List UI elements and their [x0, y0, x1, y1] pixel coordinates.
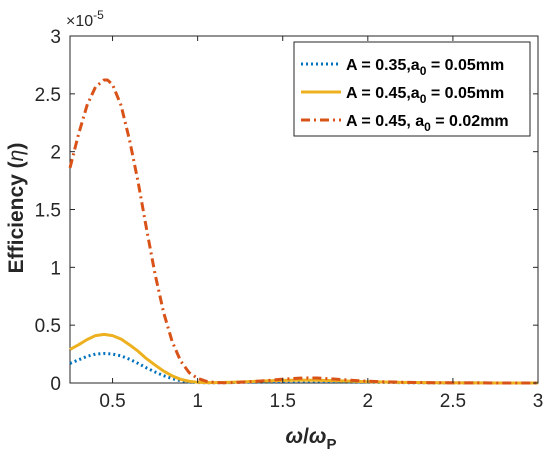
- legend-label-3: A = 0.45, a0 = 0.02mm: [346, 113, 509, 134]
- y-tick-label: 1.5: [35, 201, 61, 222]
- x-tick-label: 0.5: [99, 391, 125, 412]
- x-tick-label: 3: [533, 391, 544, 412]
- x-tick-label: 2.5: [440, 391, 466, 412]
- x-tick-label: 1.5: [270, 391, 296, 412]
- series-line-3: [68, 78, 538, 385]
- y-axis-label: Efficiency (η): [5, 143, 28, 274]
- legend-label-1: A = 0.35,a0 = 0.05mm: [346, 57, 504, 78]
- y-tick-label: 0.5: [35, 316, 61, 337]
- legend-entry-1: A = 0.35,a0 = 0.05mm: [301, 57, 504, 78]
- y-tick-label: 1: [50, 258, 61, 279]
- y-tick-label: 2: [50, 143, 61, 164]
- y-tick-label: 2.5: [35, 85, 61, 106]
- x-axis-label: ω/ωP: [286, 425, 337, 453]
- ticks-layer: 0.5 1 1.5 2 2.5 3 0 0.5 1 1.5 2 2.5 3: [35, 27, 544, 412]
- series-layer: [68, 78, 538, 385]
- y-tick-label: 0: [50, 374, 61, 395]
- x-tick-label: 2: [363, 391, 374, 412]
- legend: A = 0.35,a0 = 0.05mm A = 0.45,a0 = 0.05m…: [293, 41, 531, 137]
- x-tick-label: 1: [192, 391, 203, 412]
- y-exponent-label: ×10-5: [66, 8, 104, 30]
- series-line-1: [69, 352, 538, 385]
- legend-entry-3: A = 0.45, a0 = 0.02mm: [301, 113, 509, 134]
- y-tick-label: 3: [50, 27, 61, 48]
- legend-label-2: A = 0.45,a0 = 0.05mm: [346, 85, 504, 106]
- legend-entry-2: A = 0.45,a0 = 0.05mm: [301, 85, 504, 106]
